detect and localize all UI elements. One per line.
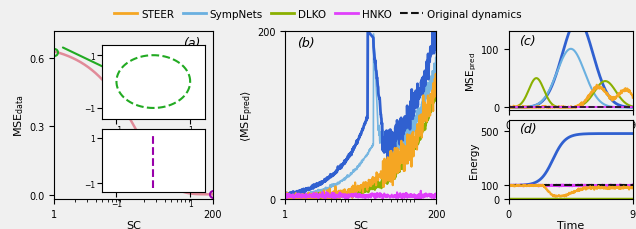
Text: (b): (b)	[297, 37, 315, 50]
Text: (c): (c)	[519, 34, 536, 47]
X-axis label: Time: Time	[557, 220, 584, 229]
Y-axis label: MSE$_{\mathrm{data}}$: MSE$_{\mathrm{data}}$	[13, 94, 26, 137]
Y-axis label: Energy: Energy	[469, 142, 479, 178]
Text: (d): (d)	[519, 123, 536, 136]
Y-axis label: MSE$_{\mathrm{pred}}$: MSE$_{\mathrm{pred}}$	[465, 52, 480, 92]
X-axis label: SC: SC	[354, 220, 368, 229]
Legend: STEER, SympNets, DLKO, HNKO, Original dynamics: STEER, SympNets, DLKO, HNKO, Original dy…	[110, 6, 526, 24]
Y-axis label: $\langle$MSE$_{\mathrm{pred}}\rangle$: $\langle$MSE$_{\mathrm{pred}}\rangle$	[239, 90, 256, 141]
Text: (a): (a)	[183, 37, 200, 50]
X-axis label: SC: SC	[126, 220, 141, 229]
